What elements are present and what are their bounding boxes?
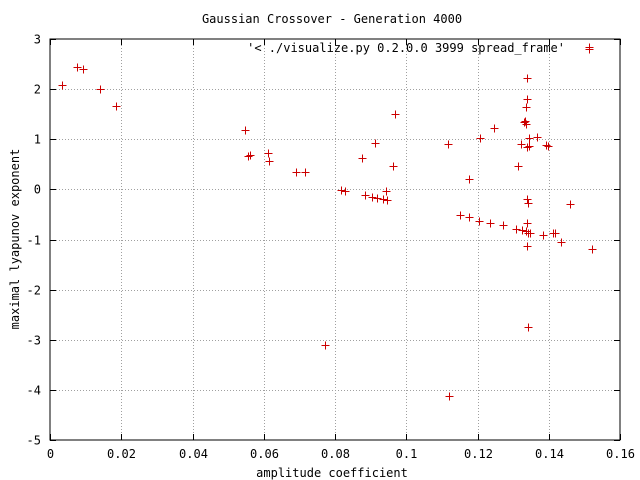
data-point [456, 211, 465, 220]
legend: '< ./visualize.py 0.2.0.0 3999 spread_fr… [247, 41, 594, 55]
legend-marker-symbol [585, 43, 594, 52]
data-point [526, 229, 535, 238]
data-point [523, 143, 532, 152]
y-tick-label: 1 [34, 133, 41, 147]
data-point [533, 133, 542, 142]
data-point [566, 200, 575, 209]
x-tick-label: 0.14 [535, 447, 564, 461]
y-tick-label: 3 [34, 33, 41, 47]
data-point [542, 141, 551, 150]
data-point [539, 231, 548, 240]
data-point [514, 162, 523, 171]
data-point [486, 219, 495, 228]
y-tick-label: 2 [34, 83, 41, 97]
data-point [522, 103, 531, 112]
data-point [58, 81, 67, 90]
data-point [246, 151, 255, 160]
data-point [525, 134, 534, 143]
x-tick-label: 0.02 [107, 447, 136, 461]
x-axis-label: amplitude coefficient [256, 466, 408, 480]
data-point [522, 227, 531, 236]
y-axis-label: maximal lyapunov exponent [8, 149, 22, 330]
data-point [358, 154, 367, 163]
x-tick-label: 0.04 [179, 447, 208, 461]
data-point [445, 392, 454, 401]
axis-ticks: 0 0.02 0.04 0.06 0.08 0.1 0.12 0.14 0.16 3 2 1 0 -1 -2… [27, 33, 635, 462]
legend-marker [585, 43, 594, 52]
data-point [518, 226, 527, 235]
data-point [544, 142, 553, 151]
data-point [79, 65, 88, 74]
data-point [321, 341, 330, 350]
y-tick-label: -4 [27, 384, 41, 398]
data-point [551, 229, 560, 238]
data-point [524, 323, 533, 332]
y-tick-label: -2 [27, 284, 41, 298]
data-point [512, 225, 521, 234]
data-point [525, 142, 534, 151]
data-point [383, 196, 392, 205]
data-point [520, 118, 529, 127]
data-point [337, 186, 346, 195]
data-point [73, 63, 82, 72]
legend-label: '< ./visualize.py 0.2.0.0 3999 spread_fr… [247, 41, 565, 55]
data-point [391, 110, 400, 119]
data-point [371, 139, 380, 148]
data-point [475, 217, 484, 226]
data-point [490, 124, 499, 133]
data-point [499, 221, 508, 230]
data-point [292, 168, 301, 177]
data-point [517, 140, 526, 149]
x-tick-label: 0.16 [606, 447, 635, 461]
data-point [523, 95, 532, 104]
data-point [244, 152, 253, 161]
data-point [389, 162, 398, 171]
data-points [58, 45, 597, 401]
data-point [523, 219, 532, 228]
data-point [379, 195, 388, 204]
y-tick-label: -1 [27, 234, 41, 248]
data-point [373, 194, 382, 203]
y-tick-label: -3 [27, 334, 41, 348]
x-tick-label: 0.06 [250, 447, 279, 461]
data-point [522, 120, 531, 129]
data-point [523, 242, 532, 251]
data-point [524, 199, 533, 208]
data-point [444, 140, 453, 149]
data-point [301, 168, 310, 177]
data-point [368, 193, 377, 202]
chart-title: Gaussian Crossover - Generation 4000 [202, 12, 462, 26]
x-tick-label: 0.08 [321, 447, 350, 461]
data-point [241, 126, 250, 135]
data-point [265, 157, 274, 166]
grid [50, 39, 620, 440]
data-point [465, 213, 474, 222]
x-tick-label: 0 [47, 447, 54, 461]
y-tick-label: 0 [34, 183, 41, 197]
plot-frame [49, 38, 621, 441]
data-point [523, 74, 532, 83]
data-point [264, 149, 273, 158]
data-point [96, 85, 105, 94]
x-tick-label: 0.1 [396, 447, 418, 461]
data-point [465, 175, 474, 184]
data-point [523, 195, 532, 204]
y-tick-label: -5 [27, 434, 41, 448]
data-point [361, 191, 370, 200]
data-point [112, 102, 121, 111]
x-tick-label: 0.12 [464, 447, 493, 461]
data-point [382, 187, 391, 196]
data-point [476, 134, 485, 143]
data-point [557, 238, 566, 247]
data-point [341, 187, 350, 196]
data-point [588, 245, 597, 254]
